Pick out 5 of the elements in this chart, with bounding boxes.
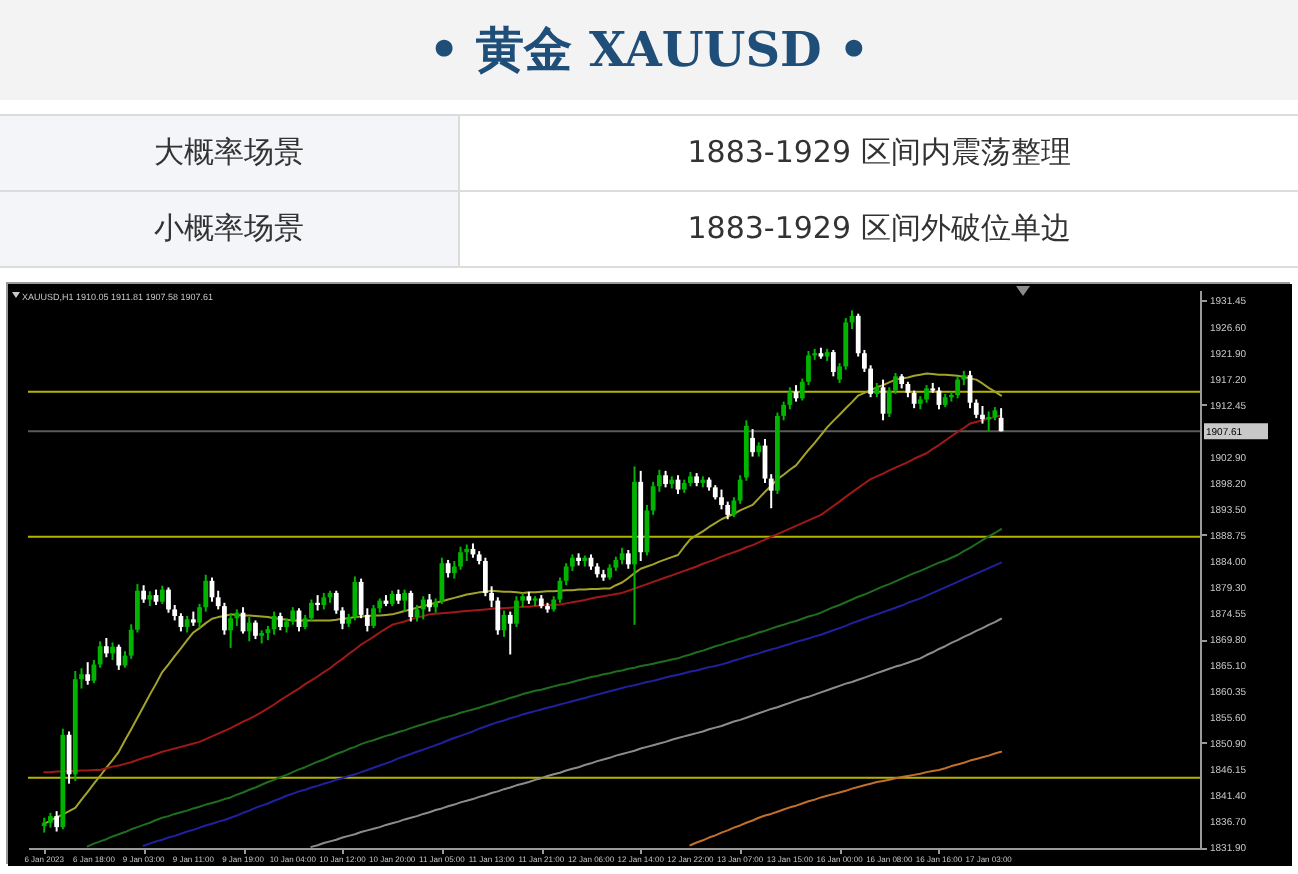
text: 1883-1929 区间内震荡整理	[459, 115, 1298, 191]
chart-title: • 黄金 XAUUSD •	[428, 18, 870, 82]
text: 1883-1929 区间外破位单边	[459, 191, 1298, 267]
text: 小概率场景	[0, 191, 459, 267]
text: 大概率场景	[0, 115, 459, 191]
